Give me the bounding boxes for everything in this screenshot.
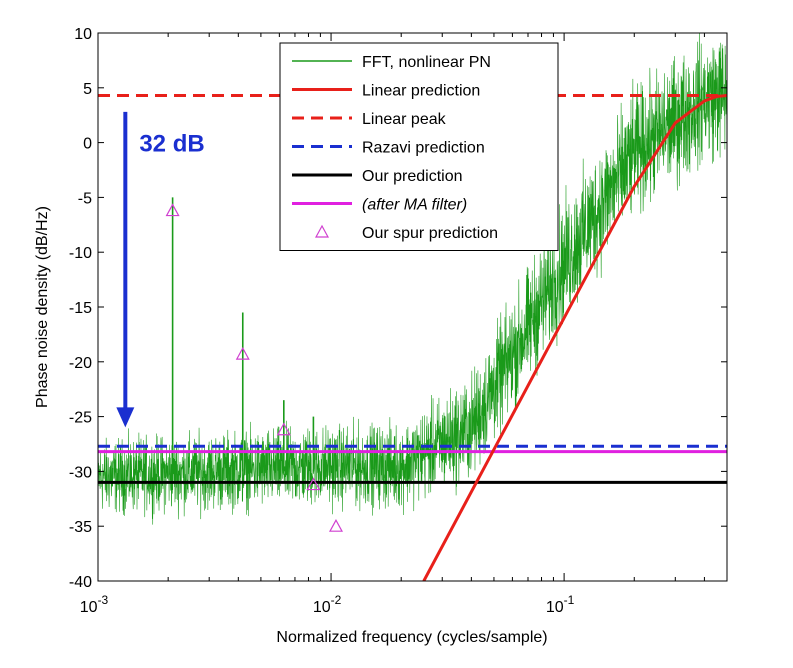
legend-box [279,42,559,251]
range-arrow-head [116,407,135,428]
y-tick-label: 10 [74,26,92,43]
y-tick-label: -30 [69,464,92,481]
range-annotation-label: 32 dB [139,130,204,157]
y-tick-label: -20 [69,355,92,372]
x-tick-label: 10-1 [546,593,575,616]
x-axis-label: Normalized frequency (cycles/sample) [276,629,547,646]
y-tick-label: -25 [69,410,92,427]
legend-label-our-spur-prediction: Our spur prediction [362,225,498,242]
y-tick-label: -10 [69,245,92,262]
series-linear-prediction [422,93,727,581]
y-tick-label: -5 [78,190,92,207]
spur-prediction-marker-1 [165,203,180,217]
legend-label-razavi-prediction: Razavi prediction [362,140,485,157]
legend-label-linear-prediction: Linear prediction [362,83,480,100]
x-tick-label: 10-2 [313,593,342,616]
spur-prediction-marker-5 [328,518,344,532]
y-tick-label: -15 [69,300,92,317]
y-tick-label: 5 [83,81,92,98]
legend-label-our-prediction: Our prediction [362,168,463,185]
legend-label-linear-peak: Linear peak [362,111,447,128]
legend-label-after-ma-filter: (after MA filter) [362,197,467,214]
legend-swatch-our-spur-prediction [314,224,330,238]
spur-prediction-marker-3 [276,422,291,436]
x-tick-label: 10-3 [80,593,109,616]
y-tick-label: 0 [83,136,92,153]
spur-prediction-marker-4 [306,477,321,491]
legend-label-fft-nonlinear-pn: FFT, nonlinear PN [362,54,491,71]
y-tick-label: -40 [69,574,92,591]
y-axis-label: Phase noise density (dB/Hz) [34,206,51,408]
spur-prediction-marker-2 [235,346,250,360]
y-tick-label: -35 [69,519,92,536]
